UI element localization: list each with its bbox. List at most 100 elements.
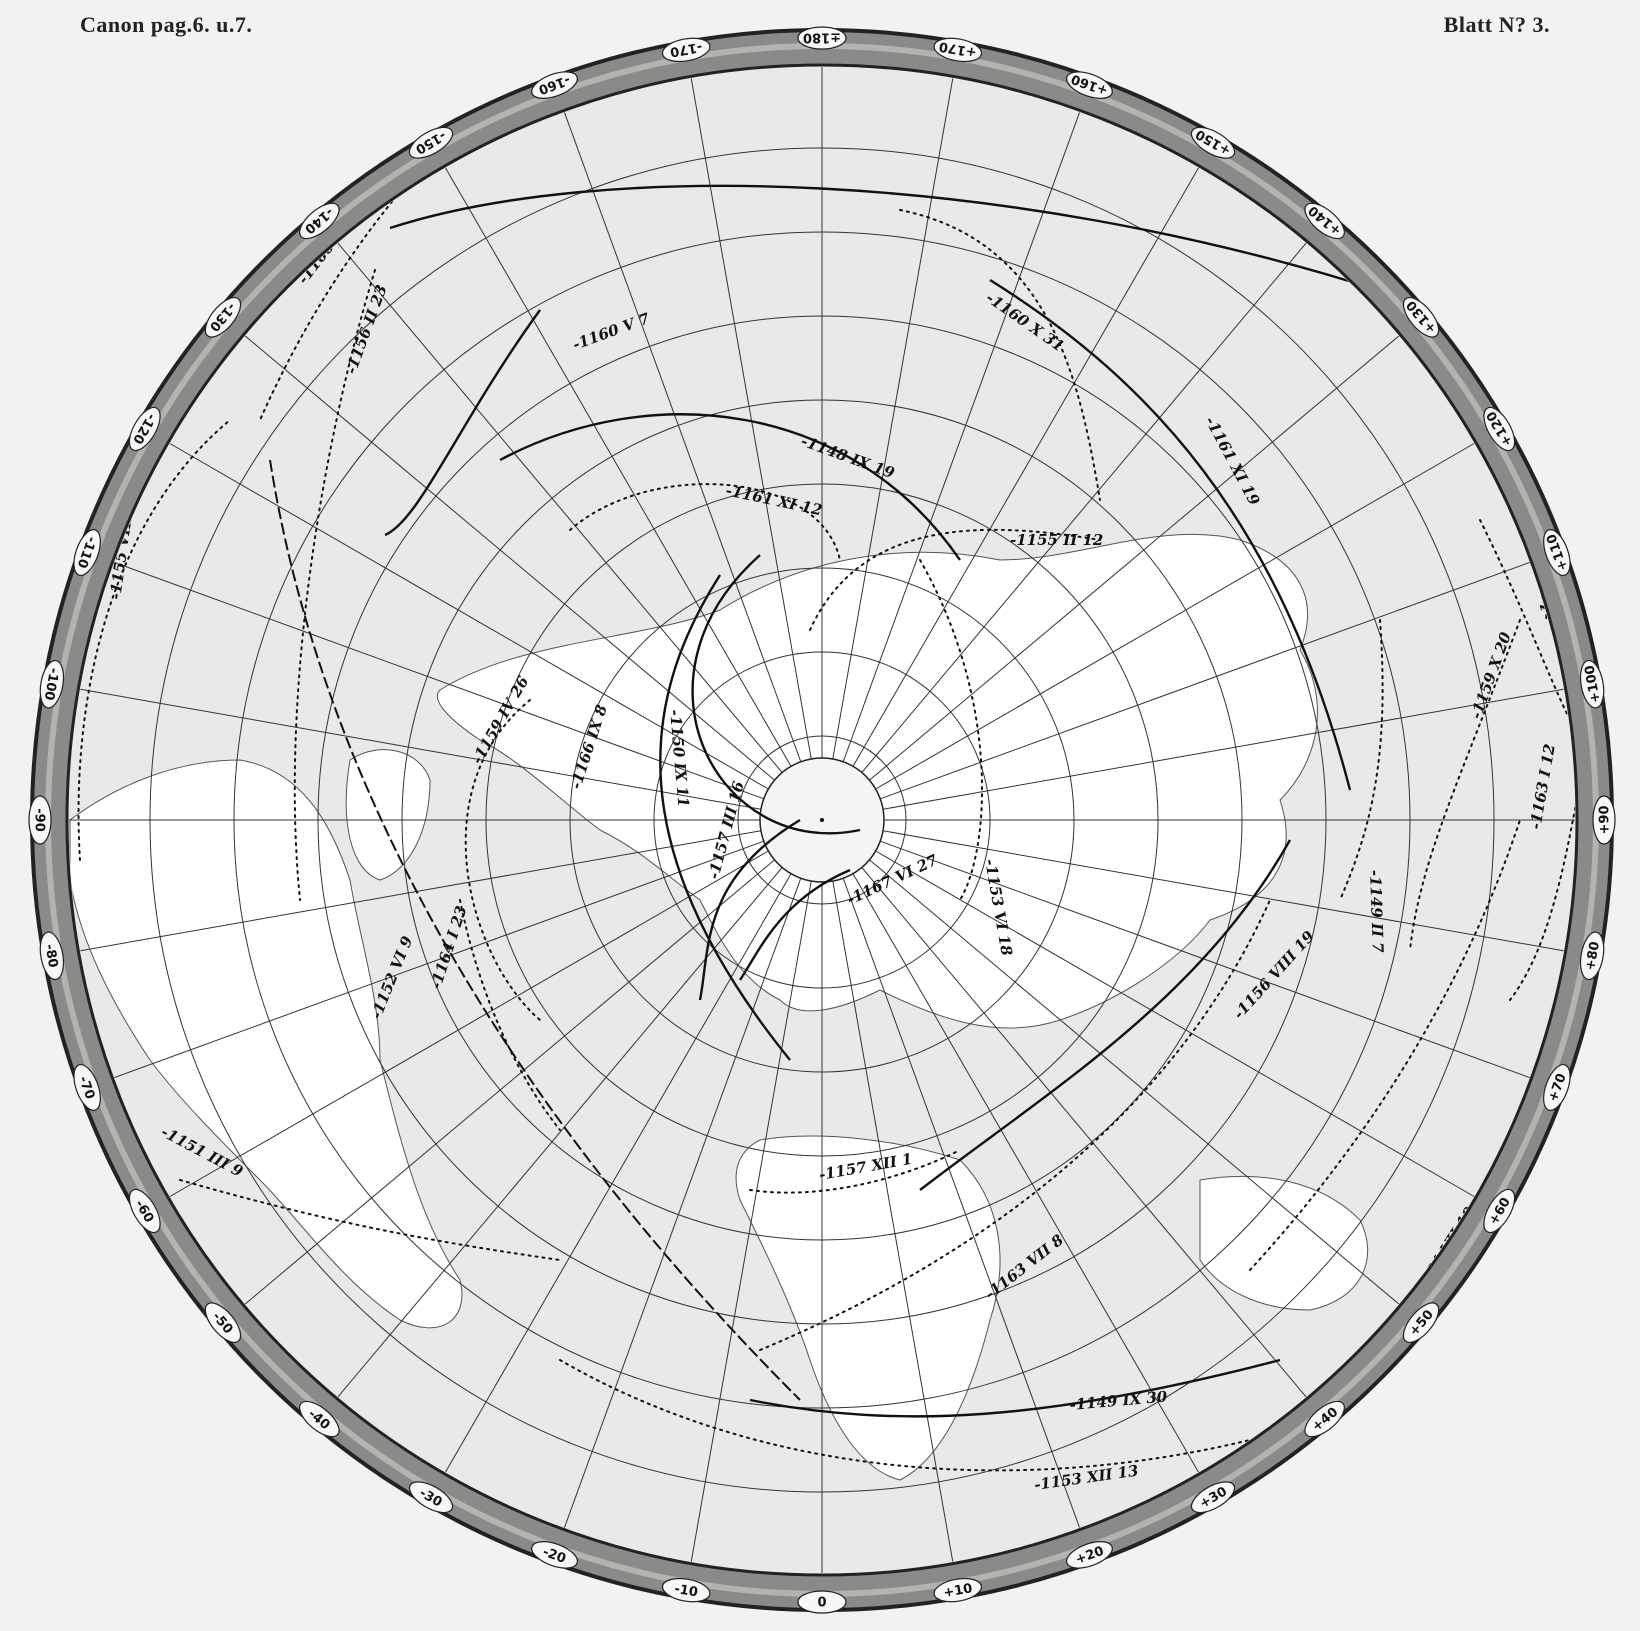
ring-label-oval	[39, 931, 65, 981]
ring-label-oval	[1304, 1400, 1345, 1438]
ring-label-oval	[933, 1577, 983, 1603]
eclipse-path	[259, 179, 411, 421]
ring-label-oval	[1065, 71, 1113, 99]
eclipse-path	[384, 309, 541, 537]
meridian-line	[444, 873, 792, 1475]
eclipse-label: -1155 II 12	[1010, 531, 1103, 549]
ring-label: -10	[661, 1577, 711, 1603]
ring-label: 0	[797, 1590, 847, 1614]
meridian-line	[882, 830, 1566, 952]
meridian-line	[243, 334, 775, 781]
ring-label-oval	[73, 529, 101, 577]
ring-label: +40	[1304, 1400, 1345, 1438]
ring-label-oval	[1304, 202, 1345, 240]
ring-label-oval	[933, 37, 983, 63]
ring-label-oval	[531, 1541, 579, 1569]
meridian-line	[882, 688, 1566, 810]
meridian-line	[563, 878, 802, 1530]
ring-label-oval	[797, 1590, 847, 1614]
land-masses	[69, 533, 1369, 1481]
ring-label: +90	[1592, 795, 1616, 845]
meridian-line	[336, 241, 783, 773]
eclipse-path	[739, 868, 851, 981]
ring-label-text: +90	[1598, 806, 1613, 835]
ring-label: -70	[73, 1063, 101, 1111]
eclipse-path	[77, 419, 231, 861]
meridian-line	[336, 867, 783, 1399]
ring-label: ±180	[797, 26, 847, 50]
ring-label-oval	[1483, 1188, 1516, 1234]
ring-label-text: ±180	[803, 30, 841, 45]
eclipse-path	[698, 818, 801, 1001]
meridian-line	[167, 850, 769, 1198]
land-africa	[735, 1135, 1001, 1481]
ring-label: -170	[661, 37, 711, 63]
eclipse-path	[464, 699, 541, 1021]
meridian-lines	[69, 67, 1575, 1573]
ring-label: -120	[128, 406, 161, 452]
eclipse-path	[809, 528, 1101, 631]
eclipse-path	[1409, 619, 1521, 951]
header-left: Canon pag.6. u.7.	[80, 12, 253, 37]
ring-label-oval	[661, 1577, 711, 1603]
meridian-line	[112, 561, 764, 800]
eclipse-path	[459, 899, 561, 1131]
ring-label-oval	[1543, 529, 1571, 577]
meridian-line	[869, 859, 1401, 1306]
ring-label-oval	[408, 126, 454, 159]
meridian-line	[78, 830, 762, 952]
eclipse-path	[691, 554, 861, 835]
ring-label-oval	[1190, 1481, 1236, 1514]
ring-label-oval	[408, 1481, 454, 1514]
ring-label-oval	[204, 1302, 242, 1343]
ring-label-text: -100	[41, 667, 61, 702]
ring-label-text: -10	[673, 1582, 699, 1601]
ring-label: -80	[39, 931, 65, 981]
eclipse-path	[919, 839, 1292, 1191]
meridian-line	[563, 110, 802, 762]
ring-label-oval	[299, 1400, 340, 1438]
eclipse-path	[749, 1149, 961, 1194]
ring-label: -60	[128, 1188, 161, 1234]
longitude-ring-labels: 0+10+20+30+40+50+60+70+80+90+100+110+120…	[28, 26, 1616, 1614]
eclipse-path	[659, 574, 791, 1061]
land-americas	[69, 759, 463, 1329]
meridian-line	[880, 840, 1532, 1079]
ring-label-oval	[1065, 1541, 1113, 1569]
land-eurasia	[437, 533, 1318, 1029]
meridian-line	[852, 165, 1200, 767]
ring-label-text: +100	[1582, 664, 1603, 704]
eclipse-path	[293, 269, 376, 901]
eclipse-path	[899, 209, 1101, 501]
land-greenland	[345, 749, 431, 881]
ring-label-oval	[531, 71, 579, 99]
ring-label-oval	[1579, 931, 1605, 981]
land-australia	[1199, 1175, 1369, 1311]
meridian-line	[842, 878, 1081, 1530]
eclipse-path	[179, 1179, 561, 1261]
ring-label-oval	[1592, 795, 1616, 845]
meridian-line	[690, 76, 812, 760]
meridian-line	[861, 867, 1308, 1399]
ring-label-oval	[1483, 406, 1516, 452]
meridian-line	[869, 334, 1401, 781]
ring-label-oval	[28, 795, 52, 845]
ring-label-text: +80	[1583, 940, 1603, 971]
eclipse-path	[1249, 819, 1521, 1271]
eclipse-path	[559, 1359, 1251, 1472]
meridian-line	[832, 880, 954, 1564]
ring-label: -20	[531, 1541, 579, 1569]
eclipse-path	[749, 1358, 1281, 1418]
meridian-line	[875, 442, 1477, 790]
ring-label-text: +10	[942, 1581, 973, 1601]
ring-label-oval	[204, 297, 242, 338]
ring-label-oval	[1190, 126, 1236, 159]
ring-label-text: -90	[32, 808, 47, 832]
ring-label: -90	[28, 795, 52, 845]
latitude-circles	[149, 147, 1495, 1493]
eclipse-path	[389, 184, 1379, 292]
meridian-line	[852, 873, 1200, 1475]
ring-label-oval	[39, 659, 65, 709]
pole-point	[820, 818, 824, 822]
